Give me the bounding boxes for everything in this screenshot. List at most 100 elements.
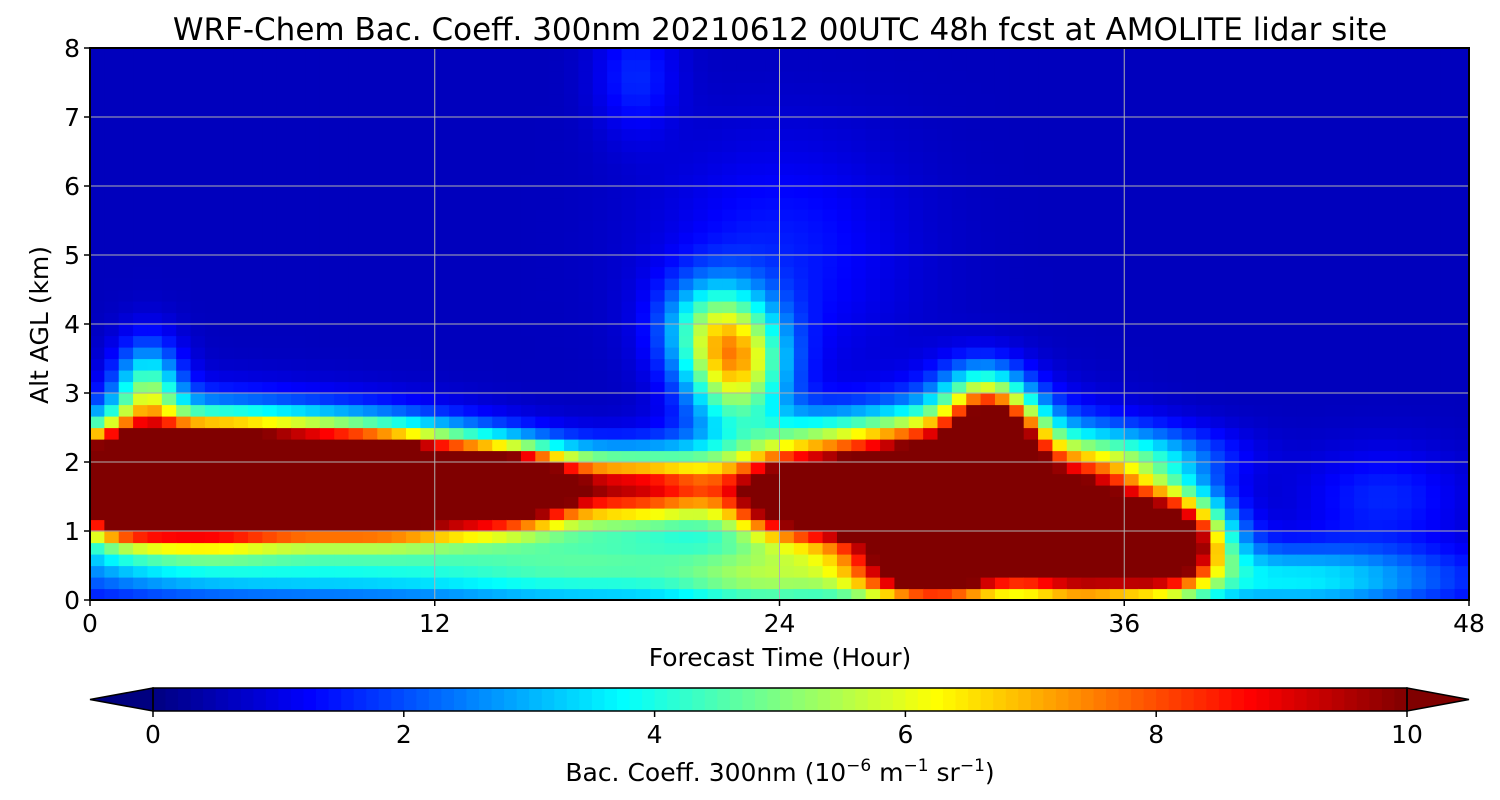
heatmap-cell — [477, 128, 493, 141]
heatmap-cell — [204, 531, 220, 544]
heatmap-cell — [1253, 439, 1269, 452]
heatmap-cell — [894, 519, 910, 532]
heatmap-cell — [1368, 577, 1384, 590]
heatmap-cell — [966, 174, 982, 187]
heatmap-cell — [779, 301, 795, 314]
heatmap-cell — [305, 554, 321, 567]
heatmap-cell — [377, 439, 393, 452]
heatmap-cell — [1310, 82, 1326, 95]
heatmap-cell — [506, 439, 522, 452]
heatmap-cell — [1009, 105, 1025, 118]
heatmap-cell — [1239, 163, 1255, 176]
heatmap-cell — [1267, 335, 1283, 348]
heatmap-cell — [793, 48, 809, 61]
heatmap-cell — [520, 140, 536, 153]
heatmap-cell — [1023, 381, 1039, 394]
heatmap-cell — [1210, 324, 1226, 337]
heatmap-cell — [880, 59, 896, 72]
heatmap-cell — [1181, 381, 1197, 394]
heatmap-cell — [1052, 289, 1068, 302]
heatmap-cell — [305, 508, 321, 521]
heatmap-cell — [434, 439, 450, 452]
heatmap-cell — [908, 255, 924, 268]
heatmap-cell — [233, 485, 249, 498]
heatmap-cell — [1124, 416, 1140, 429]
heatmap-cell — [966, 485, 982, 498]
heatmap-cell — [966, 393, 982, 406]
heatmap-cell — [362, 59, 378, 72]
heatmap-cell — [1282, 404, 1298, 417]
heatmap-cell — [635, 358, 651, 371]
heatmap-cell — [535, 347, 551, 360]
heatmap-cell — [233, 565, 249, 578]
heatmap-cell — [650, 197, 666, 210]
heatmap-cell — [564, 473, 579, 486]
heatmap-cell — [305, 278, 321, 291]
heatmap-cell — [1210, 347, 1226, 360]
heatmap-cell — [147, 220, 163, 233]
heatmap-cell — [1425, 94, 1441, 107]
heatmap-cell — [1009, 220, 1025, 233]
heatmap-cell — [923, 197, 939, 210]
heatmap-cell — [377, 450, 393, 463]
heatmap-cell — [765, 59, 781, 72]
heatmap-cell — [463, 542, 479, 555]
heatmap-cell — [276, 209, 292, 222]
heatmap-cell — [1425, 266, 1441, 279]
heatmap-cell — [1095, 220, 1111, 233]
heatmap-cell — [161, 508, 177, 521]
heatmap-cell — [607, 209, 623, 222]
heatmap-cell — [607, 519, 623, 532]
heatmap-cell — [535, 416, 551, 429]
heatmap-cell — [578, 588, 594, 601]
heatmap-cell — [549, 186, 565, 199]
heatmap-cell — [463, 473, 479, 486]
colorbar-segment — [153, 688, 167, 711]
heatmap-cell — [219, 197, 235, 210]
heatmap-cell — [1296, 243, 1312, 256]
heatmap-cell — [1210, 140, 1226, 153]
heatmap-cell — [1181, 301, 1197, 314]
heatmap-cell — [348, 48, 364, 61]
heatmap-cell — [1339, 82, 1355, 95]
heatmap-cell — [1052, 71, 1068, 84]
heatmap-cell — [1066, 393, 1082, 406]
heatmap-cell — [779, 197, 795, 210]
heatmap-cell — [362, 565, 378, 578]
heatmap-cell — [549, 393, 565, 406]
heatmap-cell — [1066, 140, 1082, 153]
heatmap-cell — [1411, 94, 1427, 107]
heatmap-cell — [836, 335, 852, 348]
heatmap-cell — [492, 496, 508, 509]
heatmap-cell — [305, 358, 321, 371]
heatmap-cell — [305, 427, 321, 440]
heatmap-cell — [348, 370, 364, 383]
heatmap-cell — [980, 439, 996, 452]
heatmap-cell — [779, 82, 795, 95]
heatmap-cell — [578, 243, 594, 256]
heatmap-cell — [880, 174, 896, 187]
heatmap-cell — [1267, 209, 1283, 222]
heatmap-cell — [1109, 531, 1125, 544]
heatmap-cell — [1339, 301, 1355, 314]
heatmap-cell — [994, 105, 1010, 118]
heatmap-cell — [1325, 243, 1341, 256]
heatmap-cell — [1023, 151, 1039, 164]
heatmap-cell — [147, 312, 163, 325]
heatmap-cell — [248, 347, 263, 360]
heatmap-cell — [937, 163, 953, 176]
heatmap-cell — [348, 358, 364, 371]
heatmap-cell — [377, 82, 393, 95]
heatmap-cell — [966, 232, 982, 245]
heatmap-cell — [492, 140, 508, 153]
colorbar-segment — [729, 688, 743, 711]
heatmap-cell — [1411, 485, 1427, 498]
heatmap-cell — [1224, 255, 1240, 268]
heatmap-cell — [549, 508, 565, 521]
heatmap-cell — [1081, 508, 1097, 521]
heatmap-cell — [1325, 393, 1341, 406]
heatmap-cell — [406, 197, 421, 210]
heatmap-cell — [621, 358, 637, 371]
heatmap-cell — [449, 554, 465, 567]
heatmap-cell — [908, 197, 924, 210]
